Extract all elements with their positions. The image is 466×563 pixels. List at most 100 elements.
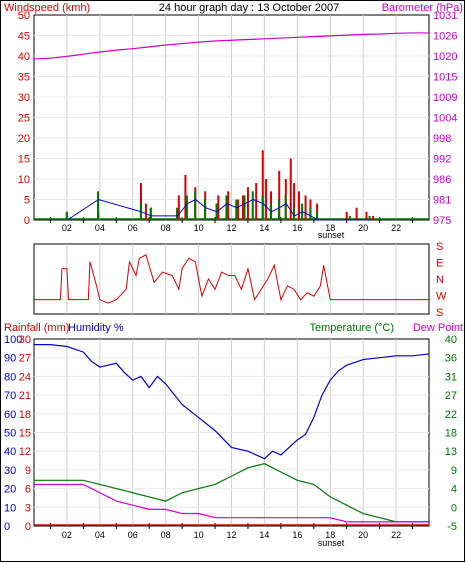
windspeed-axis-label: Windspeed (kmh) [4,2,90,14]
wind-x-tick-16: 16 [292,223,302,233]
wind-y-tick-25: 25 [18,113,30,125]
temp-series [34,344,430,526]
rain-tick-9: 9 [25,465,31,477]
humidity-tick-60: 60 [4,409,16,421]
temp-tick--5: -5 [447,521,457,533]
temp-x-tick-12: 12 [226,530,236,540]
wind-x-tick-20: 20 [358,223,368,233]
humidity-tick-20: 20 [4,484,16,496]
baro-y-tick-998: 998 [433,133,451,145]
humidity-tick-80: 80 [4,371,16,383]
baro-y-tick-1031: 1031 [433,10,457,22]
humidity-tick-50: 50 [4,428,16,440]
baro-y-tick-992: 992 [433,154,451,166]
rain-tick-12: 12 [19,446,31,458]
dewpoint-axis-label: Dew Point [413,322,463,334]
direction-label-W: W [436,291,447,303]
humidity-tick-40: 40 [4,446,16,458]
baro-y-tick-1009: 1009 [433,92,457,104]
dewpoint-line [34,483,429,523]
wind-x-tick-14: 14 [259,223,269,233]
wind-series [33,32,429,221]
baro-y-tick-975: 975 [433,215,451,227]
baro-y-tick-1026: 1026 [433,31,457,43]
barometer-axis-label: Barometer (hPa) [382,2,463,14]
direction-label-N: N [436,274,444,286]
temp-tick-13: 13 [445,446,457,458]
humidity-tick-90: 90 [4,353,16,365]
wind-y-tick-35: 35 [18,72,30,84]
humidity-tick-70: 70 [4,390,16,402]
temp-tick-4: 4 [451,484,457,496]
temperature-line [34,463,429,523]
temp-tick-9: 9 [451,465,457,477]
baro-y-tick-1004: 1004 [433,113,457,125]
temp-tick-0: 0 [451,502,457,514]
wind-y-tick-10: 10 [18,174,30,186]
temp-tick-40: 40 [445,334,457,346]
temp-x-tick-20: 20 [358,530,368,540]
rain-tick-18: 18 [19,409,31,421]
rain-tick-27: 27 [19,353,31,365]
wind-y-tick-15: 15 [18,154,30,166]
wind-x-tick-22: 22 [391,223,401,233]
wind-x-tick-06: 06 [128,223,138,233]
wind-y-tick-50: 50 [18,10,30,22]
rain-tick-24: 24 [19,371,31,383]
wind-grid [34,15,429,223]
humidity-tick-100: 100 [4,334,22,346]
temp-x-tick-06: 06 [128,530,138,540]
wind-y-tick-5: 5 [24,195,30,207]
direction-label-S: S [436,241,443,253]
direction-label-E: E [436,258,443,270]
temp-tick-22: 22 [445,409,457,421]
temp-x-tick-14: 14 [259,530,269,540]
baro-y-tick-981: 981 [433,195,451,207]
direction-grid [66,244,397,314]
temp-grid [34,339,429,529]
wind-x-tick-08: 08 [161,223,171,233]
humidity-line [34,344,430,460]
temp-tick-18: 18 [445,428,457,440]
rain-tick-3: 3 [25,502,31,514]
wind-y-tick-40: 40 [18,51,30,63]
temp-tick-31: 31 [445,371,457,383]
temp-x-tick-08: 08 [161,530,171,540]
rain-tick-21: 21 [19,390,31,402]
baro-y-tick-986: 986 [433,174,451,186]
wind-line [66,198,371,221]
temp-x-tick-16: 16 [292,530,302,540]
wind-x-tick-02: 02 [62,223,72,233]
humidity-tick-0: 0 [4,521,10,533]
direction-series [34,254,429,304]
temp-x-tick-22: 22 [391,530,401,540]
wind-y-tick-20: 20 [18,133,30,145]
rain-tick-6: 6 [25,484,31,496]
baro-y-tick-1020: 1020 [433,51,457,63]
chart-title: 24 hour graph day : 13 October 2007 [159,2,339,14]
sunset-label-bottom: sunset [318,538,345,548]
rainfall-axis-label: Rainfall (mm) [4,322,69,334]
wind-x-tick-12: 12 [226,223,236,233]
baro-y-tick-1015: 1015 [433,72,457,84]
wind-x-tick-10: 10 [194,223,204,233]
wind-y-tick-0: 0 [24,215,30,227]
direction-label-S: S [436,307,443,319]
wind-y-tick-45: 45 [18,31,30,43]
direction-line [34,254,429,304]
temp-x-tick-04: 04 [95,530,105,540]
wind-x-tick-04: 04 [95,223,105,233]
wind-x-tick-18: 18 [325,223,335,233]
temperature-axis-label: Temperature (°C) [310,322,394,334]
humidity-tick-10: 10 [4,502,16,514]
temp-x-tick-10: 10 [194,530,204,540]
rain-tick-30: 30 [19,334,31,346]
barometer-line [33,32,429,60]
sunset-label-top: sunset [318,230,345,240]
rain-tick-15: 15 [19,428,31,440]
temp-x-tick-18: 18 [325,530,335,540]
